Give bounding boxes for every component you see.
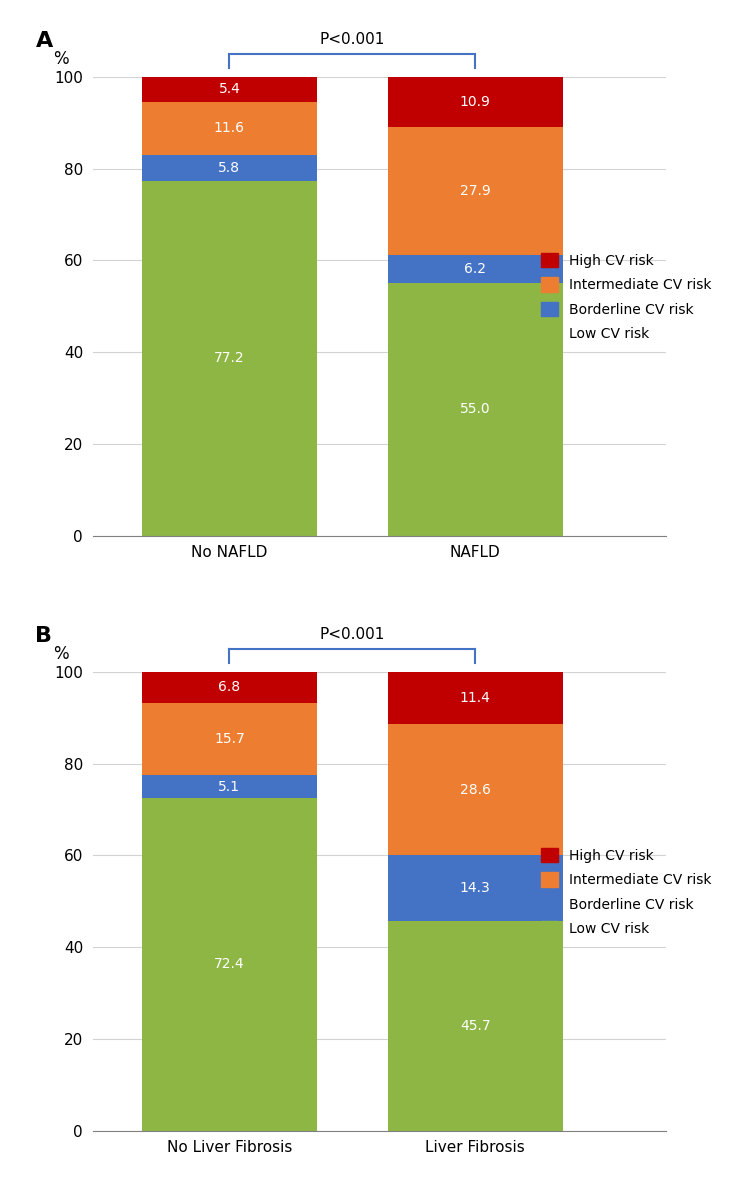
Text: 72.4: 72.4 bbox=[214, 958, 244, 971]
Bar bbox=[142, 181, 316, 536]
Text: P<0.001: P<0.001 bbox=[320, 627, 385, 641]
Text: 6.8: 6.8 bbox=[218, 681, 241, 695]
Bar bbox=[142, 703, 316, 775]
Bar bbox=[142, 775, 316, 798]
Text: P<0.001: P<0.001 bbox=[320, 32, 385, 46]
Bar bbox=[388, 921, 562, 1130]
Text: 5.4: 5.4 bbox=[218, 82, 240, 96]
Text: B: B bbox=[35, 626, 52, 646]
Bar bbox=[142, 798, 316, 1130]
Text: 10.9: 10.9 bbox=[460, 95, 490, 108]
Text: 11.4: 11.4 bbox=[460, 691, 490, 704]
Text: A: A bbox=[35, 31, 52, 51]
Legend: High CV risk, Intermediate CV risk, Borderline CV risk, Low CV risk: High CV risk, Intermediate CV risk, Bord… bbox=[536, 248, 717, 346]
Y-axis label: %: % bbox=[53, 50, 69, 68]
Bar bbox=[388, 77, 562, 127]
Text: 45.7: 45.7 bbox=[460, 1019, 490, 1033]
Text: 5.8: 5.8 bbox=[218, 161, 241, 175]
Text: 77.2: 77.2 bbox=[214, 351, 244, 365]
Bar bbox=[388, 255, 562, 283]
Bar bbox=[388, 283, 562, 536]
Bar bbox=[142, 672, 316, 703]
Text: 5.1: 5.1 bbox=[218, 779, 241, 794]
Text: 28.6: 28.6 bbox=[460, 783, 490, 796]
Text: 6.2: 6.2 bbox=[464, 262, 486, 276]
Bar bbox=[388, 724, 562, 856]
Bar bbox=[142, 101, 316, 155]
Bar bbox=[388, 856, 562, 921]
Legend: High CV risk, Intermediate CV risk, Borderline CV risk, Low CV risk: High CV risk, Intermediate CV risk, Bord… bbox=[536, 843, 717, 941]
Text: 15.7: 15.7 bbox=[214, 732, 244, 746]
Bar bbox=[142, 155, 316, 181]
Bar bbox=[142, 77, 316, 101]
Bar bbox=[388, 672, 562, 724]
Text: 11.6: 11.6 bbox=[214, 121, 245, 136]
Text: 55.0: 55.0 bbox=[460, 402, 490, 416]
Text: 27.9: 27.9 bbox=[460, 183, 490, 198]
Y-axis label: %: % bbox=[53, 645, 69, 663]
Text: 14.3: 14.3 bbox=[460, 881, 490, 895]
Bar bbox=[388, 127, 562, 255]
